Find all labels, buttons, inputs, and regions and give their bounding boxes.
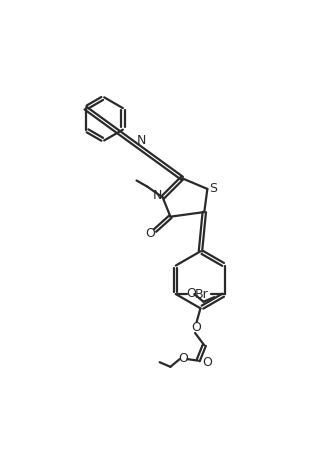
- Text: S: S: [210, 182, 218, 195]
- Text: O: O: [186, 287, 196, 300]
- Text: O: O: [178, 352, 188, 365]
- Text: O: O: [146, 227, 155, 240]
- Text: Br: Br: [195, 288, 209, 300]
- Text: O: O: [191, 321, 201, 334]
- Text: N: N: [153, 189, 162, 203]
- Text: N: N: [137, 134, 146, 147]
- Text: O: O: [203, 357, 212, 369]
